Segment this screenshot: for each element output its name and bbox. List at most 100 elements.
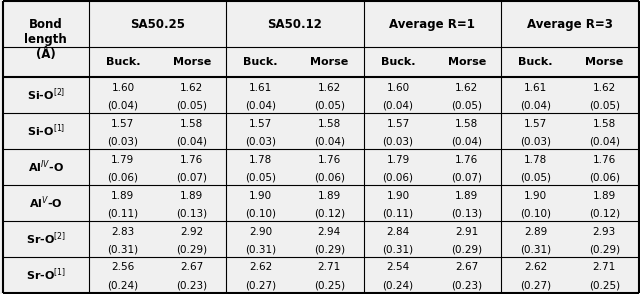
Text: 2.92: 2.92 (180, 226, 204, 236)
Text: (0.10): (0.10) (245, 208, 276, 218)
Text: (0.11): (0.11) (108, 208, 138, 218)
Text: (0.25): (0.25) (589, 280, 620, 290)
Text: (0.03): (0.03) (108, 137, 138, 147)
Text: (0.06): (0.06) (108, 173, 138, 183)
Text: (0.24): (0.24) (383, 280, 413, 290)
Text: SA50.12: SA50.12 (268, 18, 323, 31)
Text: (0.05): (0.05) (520, 173, 551, 183)
Text: (0.13): (0.13) (451, 208, 483, 218)
Text: 2.56: 2.56 (111, 263, 134, 273)
Text: 1.79: 1.79 (387, 155, 410, 165)
Text: 1.78: 1.78 (249, 155, 272, 165)
Text: Buck.: Buck. (518, 57, 553, 67)
Text: (0.04): (0.04) (314, 137, 345, 147)
Text: (0.29): (0.29) (314, 244, 345, 254)
Text: 2.54: 2.54 (387, 263, 410, 273)
Text: (0.07): (0.07) (176, 173, 207, 183)
Text: Morse: Morse (447, 57, 486, 67)
Text: (0.25): (0.25) (314, 280, 345, 290)
Text: 1.58: 1.58 (455, 119, 479, 129)
Text: 1.89: 1.89 (111, 191, 134, 201)
Text: Al$^{IV}$-O: Al$^{IV}$-O (28, 158, 64, 175)
Text: 1.58: 1.58 (180, 119, 204, 129)
Text: 2.67: 2.67 (180, 263, 204, 273)
Text: 1.62: 1.62 (455, 83, 479, 93)
Text: 1.89: 1.89 (593, 191, 616, 201)
Text: 1.57: 1.57 (111, 119, 134, 129)
Text: 1.57: 1.57 (387, 119, 410, 129)
Text: (0.05): (0.05) (314, 101, 345, 111)
Text: 1.57: 1.57 (249, 119, 272, 129)
Text: Morse: Morse (173, 57, 211, 67)
Text: 1.78: 1.78 (524, 155, 547, 165)
Text: (0.29): (0.29) (589, 244, 620, 254)
Text: Buck.: Buck. (381, 57, 415, 67)
Text: 2.62: 2.62 (249, 263, 272, 273)
Text: 2.62: 2.62 (524, 263, 547, 273)
Text: (0.04): (0.04) (383, 101, 413, 111)
Text: (0.31): (0.31) (108, 244, 138, 254)
Text: (0.29): (0.29) (176, 244, 207, 254)
Text: 1.61: 1.61 (249, 83, 272, 93)
Text: 1.76: 1.76 (180, 155, 204, 165)
Text: 2.90: 2.90 (249, 226, 272, 236)
Text: (0.31): (0.31) (520, 244, 551, 254)
Text: (0.03): (0.03) (245, 137, 276, 147)
Text: 2.91: 2.91 (455, 226, 479, 236)
Text: 1.62: 1.62 (317, 83, 341, 93)
Text: (0.05): (0.05) (245, 173, 276, 183)
Text: 1.89: 1.89 (317, 191, 341, 201)
Text: Buck.: Buck. (106, 57, 140, 67)
Text: (0.04): (0.04) (451, 137, 483, 147)
Text: 1.62: 1.62 (593, 83, 616, 93)
Text: 1.76: 1.76 (317, 155, 341, 165)
Text: 2.83: 2.83 (111, 226, 134, 236)
Text: (0.27): (0.27) (520, 280, 551, 290)
Text: (0.05): (0.05) (451, 101, 483, 111)
Text: Si-O$^{[2]}$: Si-O$^{[2]}$ (27, 87, 65, 103)
Text: 1.57: 1.57 (524, 119, 547, 129)
Text: 1.61: 1.61 (524, 83, 547, 93)
Text: 1.89: 1.89 (180, 191, 204, 201)
Text: 1.60: 1.60 (387, 83, 410, 93)
Text: 2.67: 2.67 (455, 263, 479, 273)
Text: Al$^{V}$-O: Al$^{V}$-O (29, 195, 63, 211)
Text: (0.03): (0.03) (383, 137, 413, 147)
Text: Sr-O$^{[2]}$: Sr-O$^{[2]}$ (26, 230, 66, 247)
Text: 1.89: 1.89 (455, 191, 479, 201)
Text: (0.04): (0.04) (108, 101, 138, 111)
Text: (0.10): (0.10) (520, 208, 551, 218)
Text: 1.60: 1.60 (111, 83, 134, 93)
Text: 1.76: 1.76 (455, 155, 479, 165)
Text: 2.71: 2.71 (593, 263, 616, 273)
Text: (0.04): (0.04) (245, 101, 276, 111)
Text: (0.12): (0.12) (314, 208, 345, 218)
Text: 1.58: 1.58 (593, 119, 616, 129)
Text: (0.27): (0.27) (245, 280, 276, 290)
Text: (0.06): (0.06) (383, 173, 413, 183)
Text: 1.90: 1.90 (249, 191, 272, 201)
Text: (0.06): (0.06) (314, 173, 345, 183)
Text: (0.24): (0.24) (108, 280, 138, 290)
Text: (0.31): (0.31) (383, 244, 413, 254)
Text: 2.94: 2.94 (317, 226, 341, 236)
Text: Average R=1: Average R=1 (390, 18, 476, 31)
Text: (0.12): (0.12) (589, 208, 620, 218)
Text: 2.71: 2.71 (317, 263, 341, 273)
Text: (0.13): (0.13) (176, 208, 207, 218)
Text: (0.23): (0.23) (176, 280, 207, 290)
Text: 1.76: 1.76 (593, 155, 616, 165)
Text: (0.07): (0.07) (451, 173, 483, 183)
Text: 2.89: 2.89 (524, 226, 547, 236)
Text: SA50.25: SA50.25 (130, 18, 185, 31)
Text: (0.11): (0.11) (383, 208, 413, 218)
Text: Si-O$^{[1]}$: Si-O$^{[1]}$ (27, 123, 65, 139)
Text: 2.93: 2.93 (593, 226, 616, 236)
Text: 1.62: 1.62 (180, 83, 204, 93)
Text: 2.84: 2.84 (387, 226, 410, 236)
Text: (0.04): (0.04) (589, 137, 620, 147)
Text: (0.04): (0.04) (520, 101, 551, 111)
Text: (0.31): (0.31) (245, 244, 276, 254)
Text: Morse: Morse (585, 57, 623, 67)
Text: 1.79: 1.79 (111, 155, 134, 165)
